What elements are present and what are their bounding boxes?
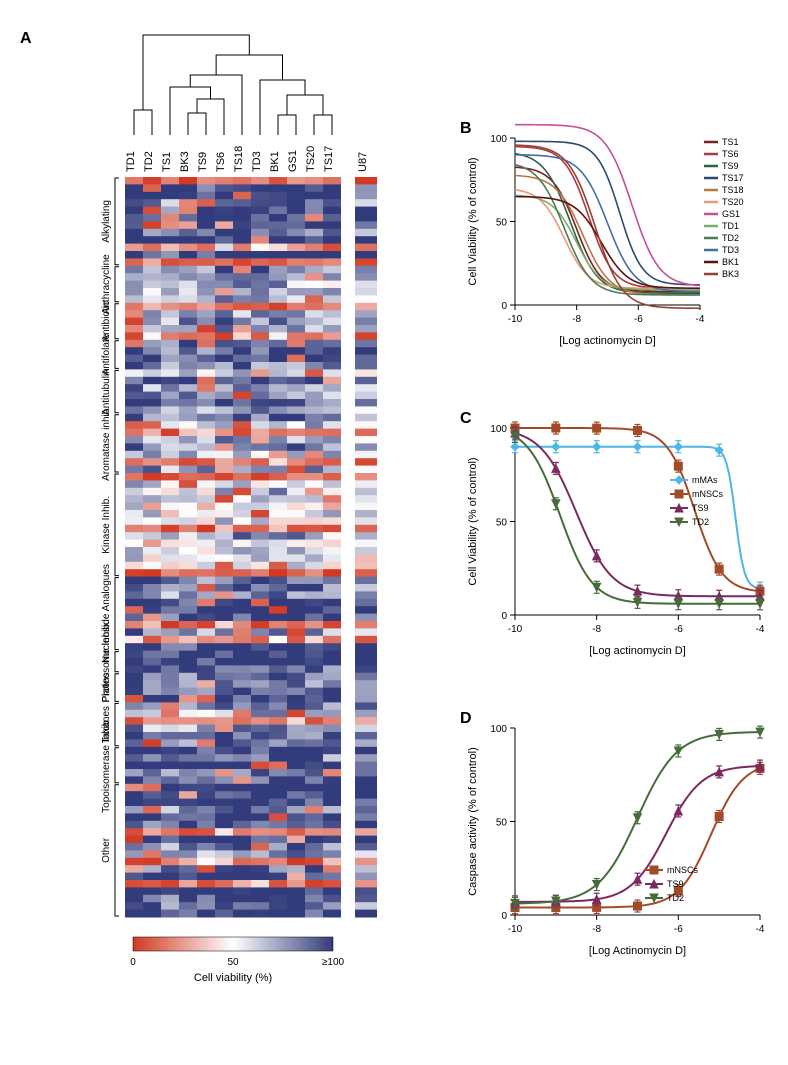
svg-text:BK3: BK3 — [179, 151, 191, 172]
svg-text:0: 0 — [130, 957, 136, 968]
svg-text:TS6: TS6 — [722, 149, 739, 159]
svg-text:mNSCs: mNSCs — [692, 489, 723, 499]
svg-text:TD2: TD2 — [722, 233, 739, 243]
svg-text:50: 50 — [227, 957, 239, 968]
svg-text:-6: -6 — [674, 624, 683, 635]
svg-text:Other: Other — [101, 837, 112, 863]
svg-text:Aromatase inhib.: Aromatase inhib. — [101, 406, 112, 481]
svg-text:-8: -8 — [592, 924, 601, 935]
panel-a-heatmap: TD1 TD2 TS1 BK3 TS9 TS6 TS18 TD3 BK1 GS1 TS20 TS17 U… — [10, 15, 460, 1040]
svg-text:TS9: TS9 — [667, 879, 684, 889]
svg-text:50: 50 — [496, 818, 508, 829]
svg-text:TD2: TD2 — [143, 151, 155, 172]
svg-text:TS9: TS9 — [722, 161, 739, 171]
panel-c-chart: -10 -8 -6 -4 0 50 100 [Log actinomycin D] Cell V… — [460, 410, 780, 690]
svg-text:Kinase Inhib.: Kinase Inhib. — [101, 496, 112, 554]
svg-text:TS9: TS9 — [692, 503, 709, 513]
svg-text:100: 100 — [490, 134, 507, 145]
svg-text:TD2: TD2 — [692, 517, 709, 527]
svg-text:-4: -4 — [696, 314, 705, 325]
svg-text:Alkylating: Alkylating — [101, 200, 112, 243]
svg-text:TS17: TS17 — [722, 173, 744, 183]
svg-text:-8: -8 — [572, 314, 581, 325]
svg-text:0: 0 — [501, 611, 507, 622]
svg-text:[Log actinomycin D]: [Log actinomycin D] — [589, 645, 686, 657]
svg-text:BK3: BK3 — [722, 269, 739, 279]
svg-text:Cell viability (%): Cell viability (%) — [194, 972, 272, 984]
svg-text:TD1: TD1 — [125, 151, 137, 172]
svg-text:≥100: ≥100 — [322, 957, 345, 968]
svg-text:TS18: TS18 — [722, 185, 744, 195]
svg-text:TS17: TS17 — [323, 146, 335, 172]
svg-text:TS1: TS1 — [722, 137, 739, 147]
svg-text:TS20: TS20 — [305, 146, 317, 172]
svg-text:50: 50 — [496, 518, 508, 529]
svg-text:TD3: TD3 — [251, 151, 263, 172]
svg-text:-6: -6 — [634, 314, 643, 325]
svg-text:[Log Actinomycin D]: [Log Actinomycin D] — [589, 945, 686, 957]
svg-text:-8: -8 — [592, 624, 601, 635]
svg-text:Caspase activity (% of control: Caspase activity (% of control) — [467, 747, 479, 896]
svg-text:[Log actinomycin D]: [Log actinomycin D] — [559, 335, 656, 347]
svg-text:Platins: Platins — [101, 673, 112, 703]
svg-text:BK1: BK1 — [269, 151, 281, 172]
svg-text:TS9: TS9 — [197, 152, 209, 172]
svg-text:0: 0 — [501, 301, 507, 312]
svg-text:-10: -10 — [508, 624, 523, 635]
svg-text:100: 100 — [490, 724, 507, 735]
svg-text:BK1: BK1 — [722, 257, 739, 267]
svg-text:-10: -10 — [508, 924, 523, 935]
svg-text:TD2: TD2 — [667, 893, 684, 903]
svg-text:-4: -4 — [756, 924, 765, 935]
svg-text:Cell Viability (% of control): Cell Viability (% of control) — [467, 457, 479, 585]
svg-text:50: 50 — [496, 218, 508, 229]
svg-text:TS18: TS18 — [233, 146, 245, 172]
svg-text:0: 0 — [501, 911, 507, 922]
svg-text:mNSCs: mNSCs — [667, 865, 698, 875]
svg-text:GS1: GS1 — [722, 209, 740, 219]
svg-text:Cell Viability (% of control): Cell Viability (% of control) — [467, 157, 479, 285]
panel-b-chart: -10 -8 -6 -4 0 50 100 [Log actinomycin D] Cell V… — [460, 120, 780, 400]
panel-d-chart: -10 -8 -6 -4 0 50 100 [Log Actinomycin D] Caspas… — [460, 710, 780, 990]
svg-text:TS6: TS6 — [215, 152, 227, 172]
svg-text:100: 100 — [490, 424, 507, 435]
svg-text:mMAs: mMAs — [692, 475, 718, 485]
svg-text:-10: -10 — [508, 314, 523, 325]
svg-text:TD3: TD3 — [722, 245, 739, 255]
svg-text:TD1: TD1 — [722, 221, 739, 231]
svg-text:TS1: TS1 — [161, 152, 173, 172]
svg-text:GS1: GS1 — [287, 150, 299, 172]
svg-text:Topoisomerase Inhib.: Topoisomerase Inhib. — [101, 718, 112, 813]
svg-text:-6: -6 — [674, 924, 683, 935]
svg-text:U87: U87 — [357, 152, 369, 172]
svg-text:-4: -4 — [756, 624, 765, 635]
svg-text:TS20: TS20 — [722, 197, 744, 207]
